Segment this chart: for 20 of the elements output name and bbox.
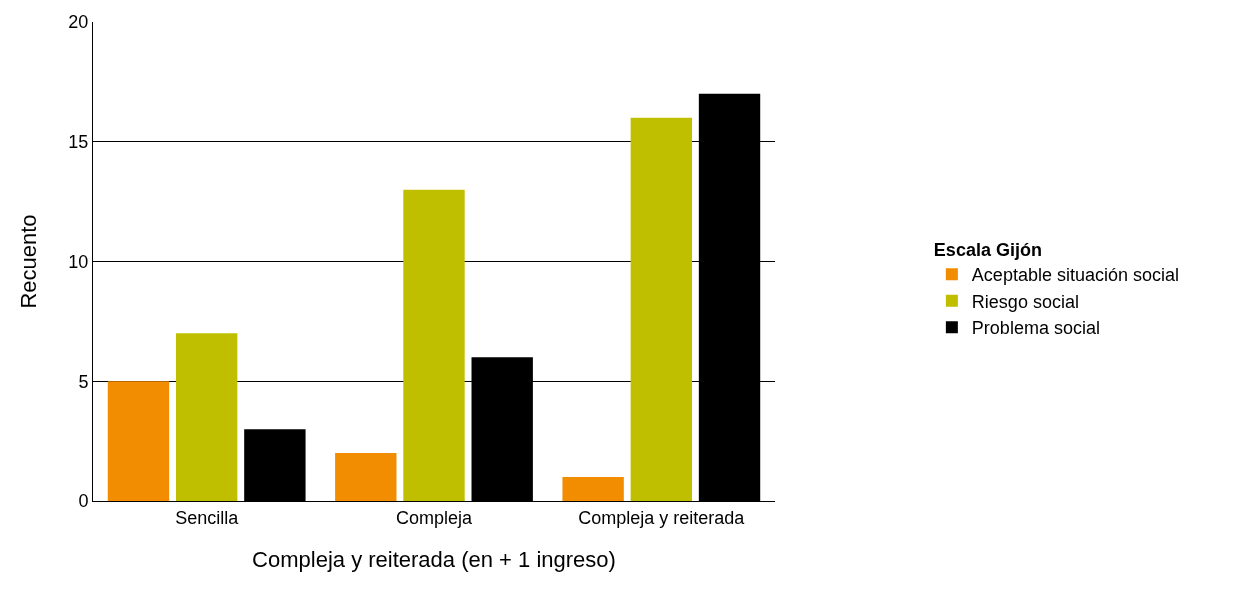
y-tick-label: 5 — [78, 371, 89, 392]
y-tick-label: 10 — [68, 251, 89, 272]
legend-label: Aceptable situación social — [971, 265, 1179, 286]
x-axis-title: Compleja y reiterada (en + 1 ingreso) — [252, 547, 616, 573]
bar — [175, 333, 238, 501]
y-axis-title: Recuento — [16, 214, 42, 309]
bar — [403, 189, 465, 501]
bar — [335, 453, 397, 501]
bar — [630, 117, 693, 501]
legend-label: Problema social — [971, 318, 1100, 339]
x-tick-label: Sencilla — [175, 507, 240, 528]
x-tick-label: Compleja — [395, 507, 473, 528]
legend-label: Riesgo social — [971, 291, 1079, 312]
y-tick-label: 0 — [78, 491, 89, 512]
legend-title: Escala Gijón — [933, 240, 1042, 261]
x-tick-label: Compleja y reiterada — [578, 507, 746, 528]
y-tick-label: 20 — [68, 12, 89, 33]
y-tick-label: 15 — [68, 132, 89, 153]
bar — [562, 477, 624, 501]
bar — [107, 381, 170, 501]
